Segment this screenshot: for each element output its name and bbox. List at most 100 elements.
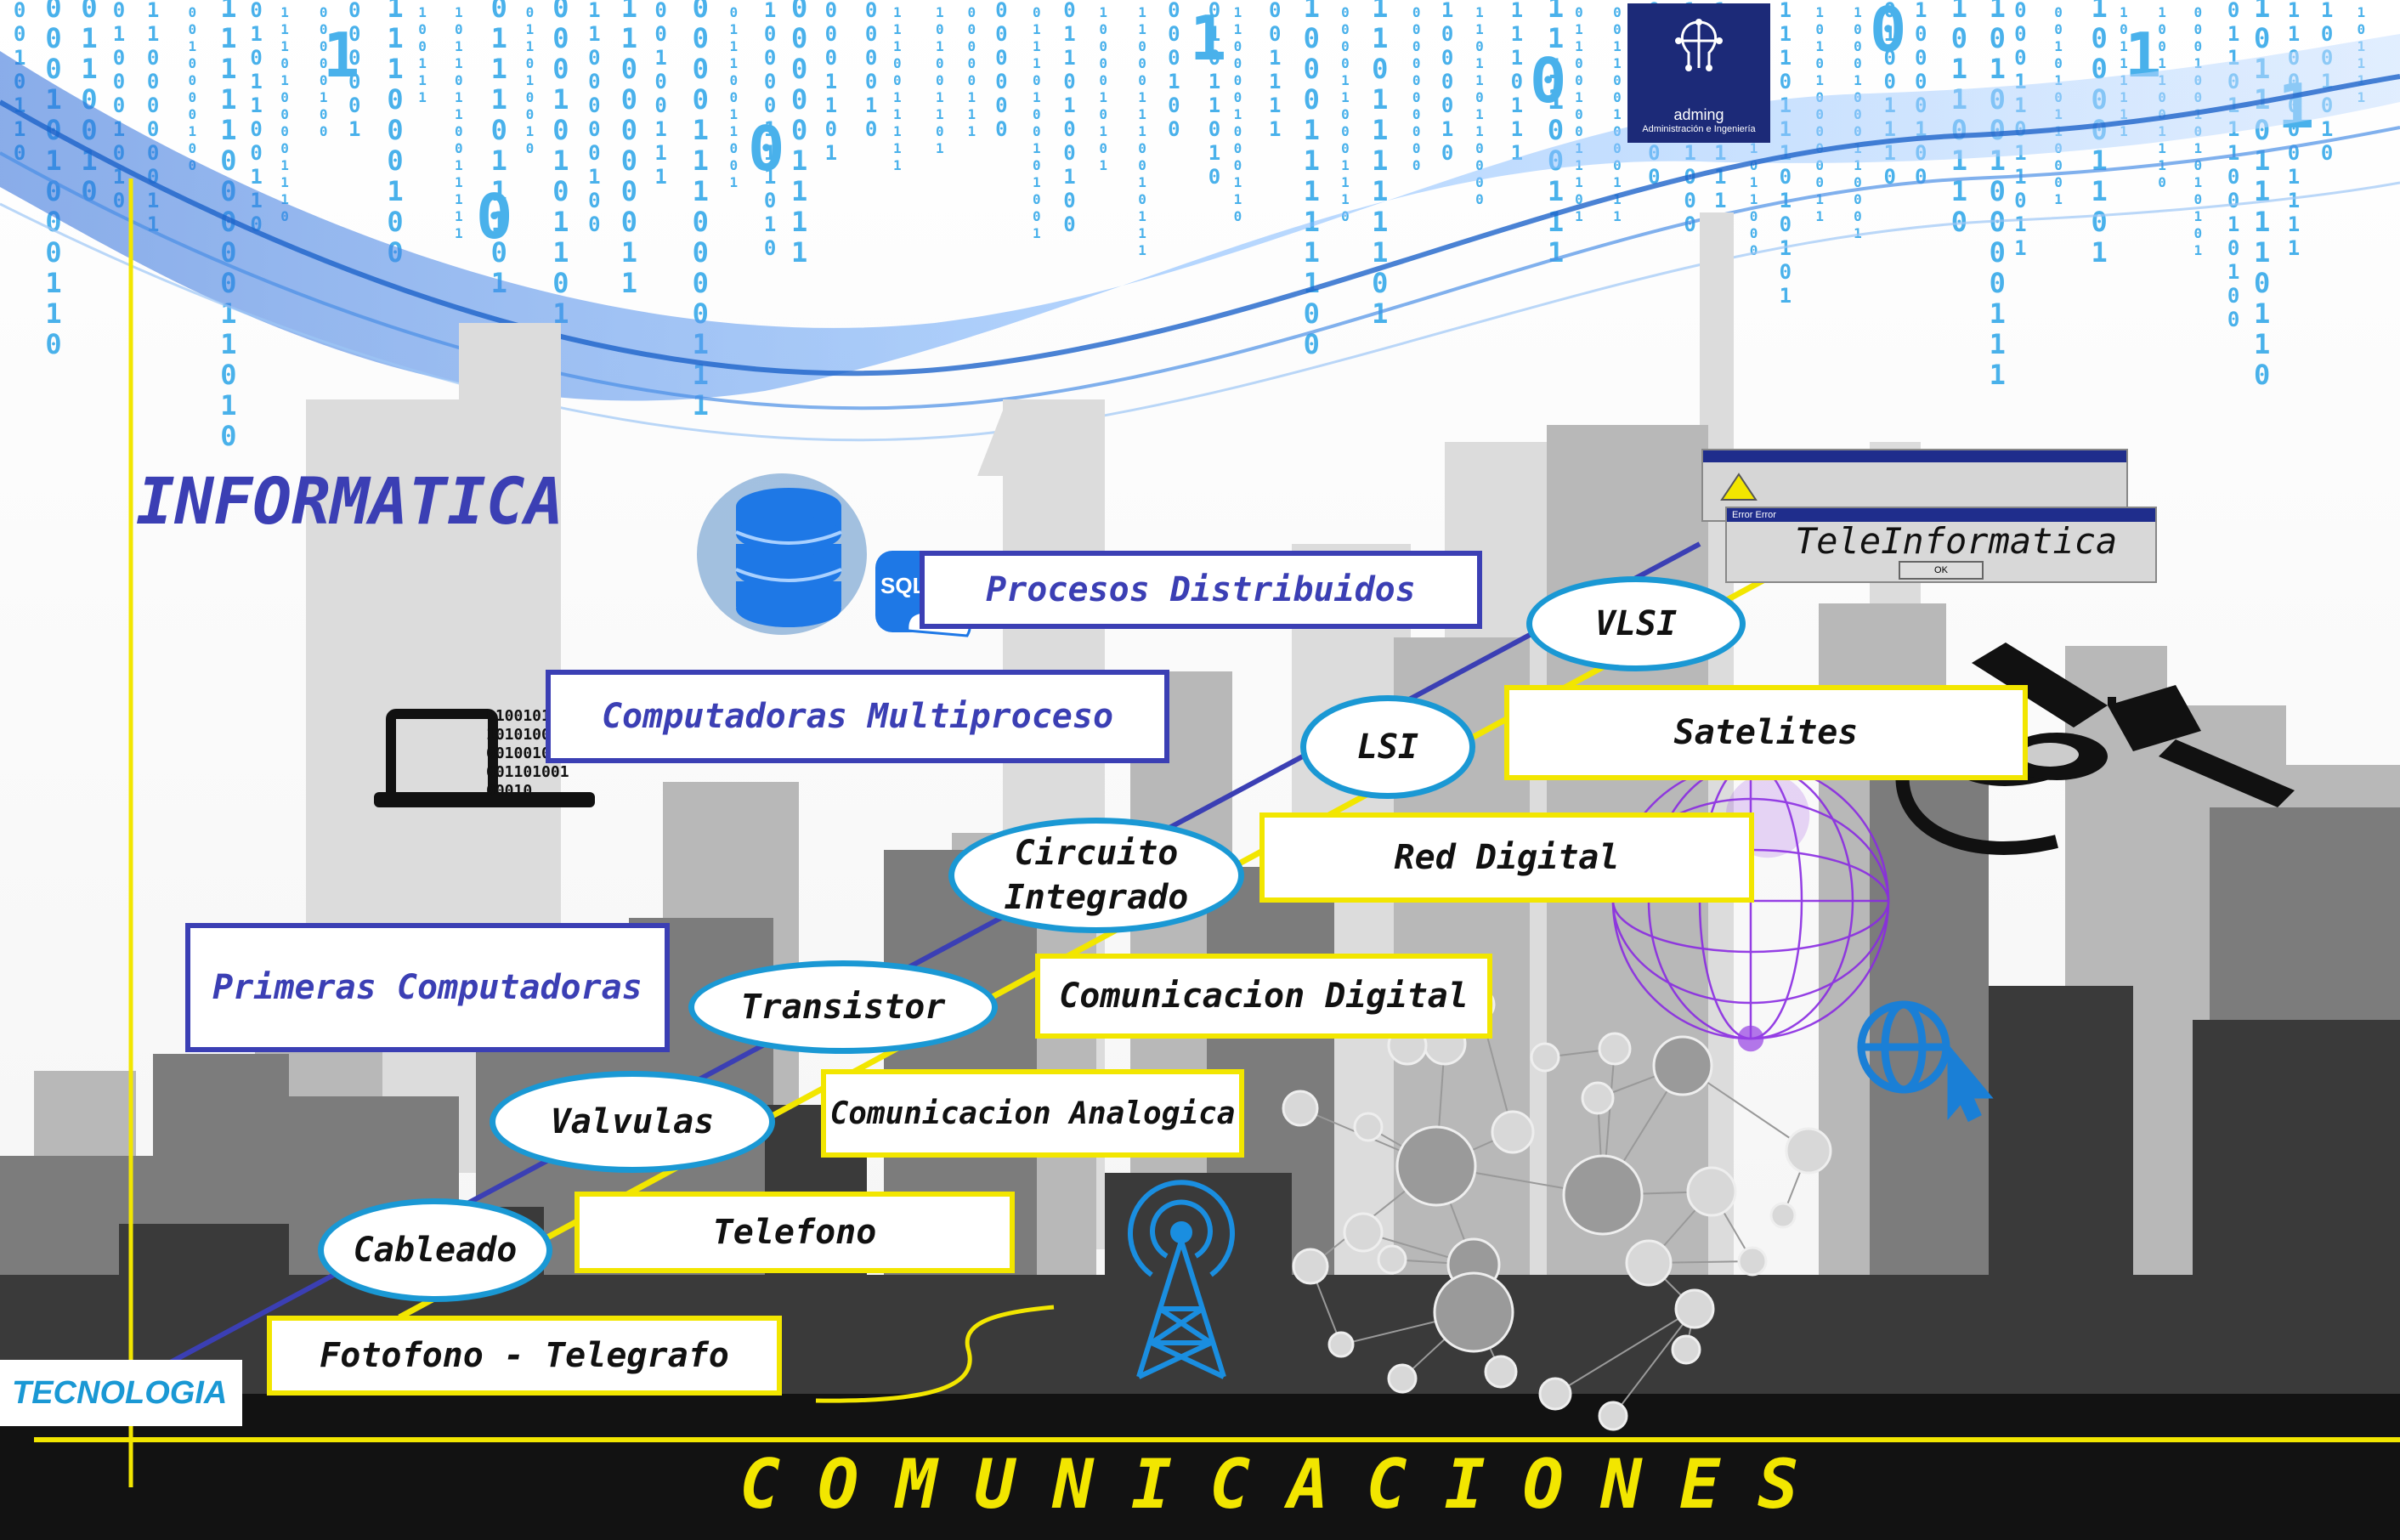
binary-digit: 0 [865,46,877,70]
binary-digit: 0 [2054,21,2063,37]
binary-digit: 0 [1063,70,1075,93]
binary-digit: 0 [418,38,427,54]
binary-digit: 1 [1750,191,1758,207]
binary-digit: 1 [1234,191,1242,207]
binary-digit: 0 [791,83,807,116]
web-globe-icon [1857,1000,1994,1123]
warning-icon [1720,473,1758,501]
binary-digit-large: 0 [1530,45,1566,116]
binary-digit: 1 [220,22,236,54]
binary-digit: 1 [825,70,837,93]
binary-digit: 0 [1412,72,1421,88]
binary-digit: 1 [967,123,976,139]
binary-digit: 1 [1099,4,1107,20]
binary-digit: 0 [936,72,944,88]
binary-digit: 1 [2014,212,2026,236]
binary-digit: 1 [2194,208,2203,224]
binary-digit: 0 [45,328,61,360]
binary-digit: 1 [936,38,944,54]
binary-digit: 1 [1815,208,1824,224]
binary-digit: 0 [348,93,360,117]
binary-digit: 1 [2254,328,2270,360]
binary-digit: 1 [1548,83,1564,116]
binary-digit: 1 [1269,117,1281,141]
binary-digit: 0 [2254,359,2270,391]
binary-digit: 0 [1990,22,2006,54]
network-node [1292,1248,1329,1285]
binary-digit: 1 [936,4,944,20]
binary-digit: 1 [729,21,738,37]
binary-digit: 1 [621,22,637,54]
binary-digit: 0 [825,0,837,22]
binary-digit: 1 [1548,22,1564,54]
binary-digit: 0 [693,236,709,269]
binary-digit: 0 [387,114,403,146]
binary-digit: 0 [1613,89,1622,105]
binary-digit: 1 [1815,72,1824,88]
binary-digit: 1 [387,0,403,24]
binary-digit-large: 0 [1870,0,1906,65]
binary-digit: 1 [2158,140,2166,156]
binary-digit: 1 [1511,46,1523,70]
box-comunicacion-analogica: Comunicacion Analogica [821,1069,1244,1158]
binary-digit: 0 [1138,140,1146,156]
binary-digit: 1 [2120,4,2128,20]
binary-digit: 0 [1441,22,1453,46]
network-node [1377,1244,1407,1275]
binary-digit: 1 [1441,0,1453,22]
binary-digit: 1 [1341,191,1350,207]
binary-digit: 1 [552,83,569,116]
binary-digit: 0 [1341,140,1350,156]
binary-digit: 1 [654,117,666,141]
binary-digit: 1 [348,117,360,141]
binary-digit: 1 [1168,70,1180,93]
binary-digit: 0 [418,21,427,37]
binary-digit: 1 [1234,4,1242,20]
binary-digit: 0 [995,93,1007,117]
binary-digit: 0 [1304,297,1320,330]
binary-digit: 1 [2227,22,2239,46]
binary-digit: 1 [455,106,463,122]
binary-digit: 0 [1234,208,1242,224]
binary-digit: 1 [1208,93,1220,117]
binary-digit: 1 [45,297,61,330]
binary-digit: 0 [1951,22,1967,54]
binary-digit: 1 [491,175,507,207]
binary-digit: 1 [526,123,535,139]
binary-digit: 1 [1099,123,1107,139]
binary-digit: 1 [2054,38,2063,54]
binary-digit: 1 [1341,72,1350,88]
network-node [1671,1334,1701,1365]
binary-digit: 1 [1099,89,1107,105]
binary-digit: 1 [1033,89,1041,105]
binary-digit: 0 [2321,22,2333,46]
binary-digit: 1 [1548,236,1564,269]
binary-digit: 0 [1412,89,1421,105]
binary-digit: 1 [1441,117,1453,141]
binary-digit: 0 [1412,4,1421,20]
binary-digit: 0 [1854,38,1862,54]
binary-digit: 1 [81,53,97,85]
binary-digit: 0 [1208,0,1220,22]
binary-digit: 0 [2091,22,2107,54]
binary-digit: 0 [387,206,403,238]
binary-digit: 1 [654,141,666,165]
binary-digit: 0 [1815,174,1824,190]
binary-digit: 0 [552,175,569,207]
binary-digit: 1 [893,157,902,173]
binary-digit: 0 [45,22,61,54]
binary-digit: 1 [2254,236,2270,269]
binary-digit: 1 [2120,55,2128,71]
binary-digit: 1 [1854,72,1862,88]
binary-digit: 0 [729,89,738,105]
dialog-ok-button[interactable]: OK [1899,561,1984,580]
binary-digit: 1 [280,4,289,20]
binary-digit: 1 [1815,4,1824,20]
binary-digit: 0 [791,22,807,54]
binary-digit: 1 [1208,70,1220,93]
binary-digit: 0 [1915,46,1927,70]
binary-digit: 1 [491,206,507,238]
binary-digit: 1 [1208,22,1220,46]
binary-digit: 1 [1063,46,1075,70]
binary-digit: 1 [791,144,807,177]
